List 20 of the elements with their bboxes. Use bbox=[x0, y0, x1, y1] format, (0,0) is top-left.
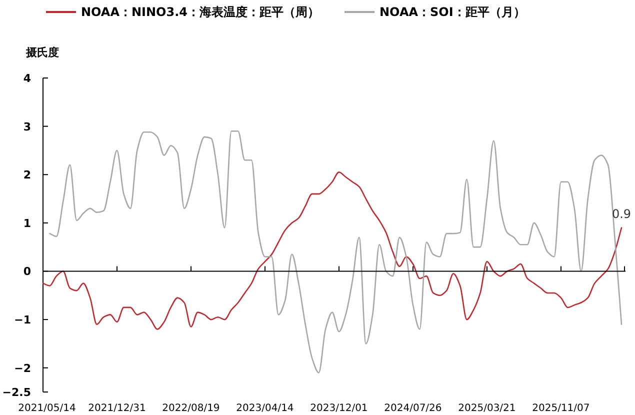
y-tick-label: −1 bbox=[14, 314, 31, 327]
legend-label: NOAA：NINO3.4：海表温度：距平（周） bbox=[81, 5, 320, 19]
y-tick-label: 0 bbox=[23, 265, 32, 278]
y-tick-label: 1 bbox=[23, 216, 31, 230]
legend-label: NOAA：SOI：距平（月） bbox=[380, 5, 526, 19]
annotation: 0.9 bbox=[612, 206, 632, 221]
y-tick-label: 4 bbox=[23, 72, 32, 85]
x-tick-label: 2021/12/31 bbox=[88, 403, 146, 414]
y-axis-title: 摄氏度 bbox=[25, 46, 59, 59]
x-tick-label: 2025/03/21 bbox=[458, 403, 516, 414]
y-tick-label: −2.5 bbox=[2, 386, 31, 399]
y-tick-label: 3 bbox=[23, 120, 31, 134]
x-tick-label: 2021/05/14 bbox=[18, 403, 76, 414]
x-tick-label: 2023/04/14 bbox=[236, 403, 294, 414]
x-tick-label: 2025/11/07 bbox=[532, 403, 590, 414]
x-tick-label: 2024/07/26 bbox=[384, 403, 442, 414]
x-tick-label: 2022/08/19 bbox=[162, 403, 220, 414]
y-tick-label: 2 bbox=[23, 168, 31, 182]
y-tick-label: −2 bbox=[14, 362, 31, 375]
x-tick-label: 2023/12/01 bbox=[310, 403, 368, 414]
